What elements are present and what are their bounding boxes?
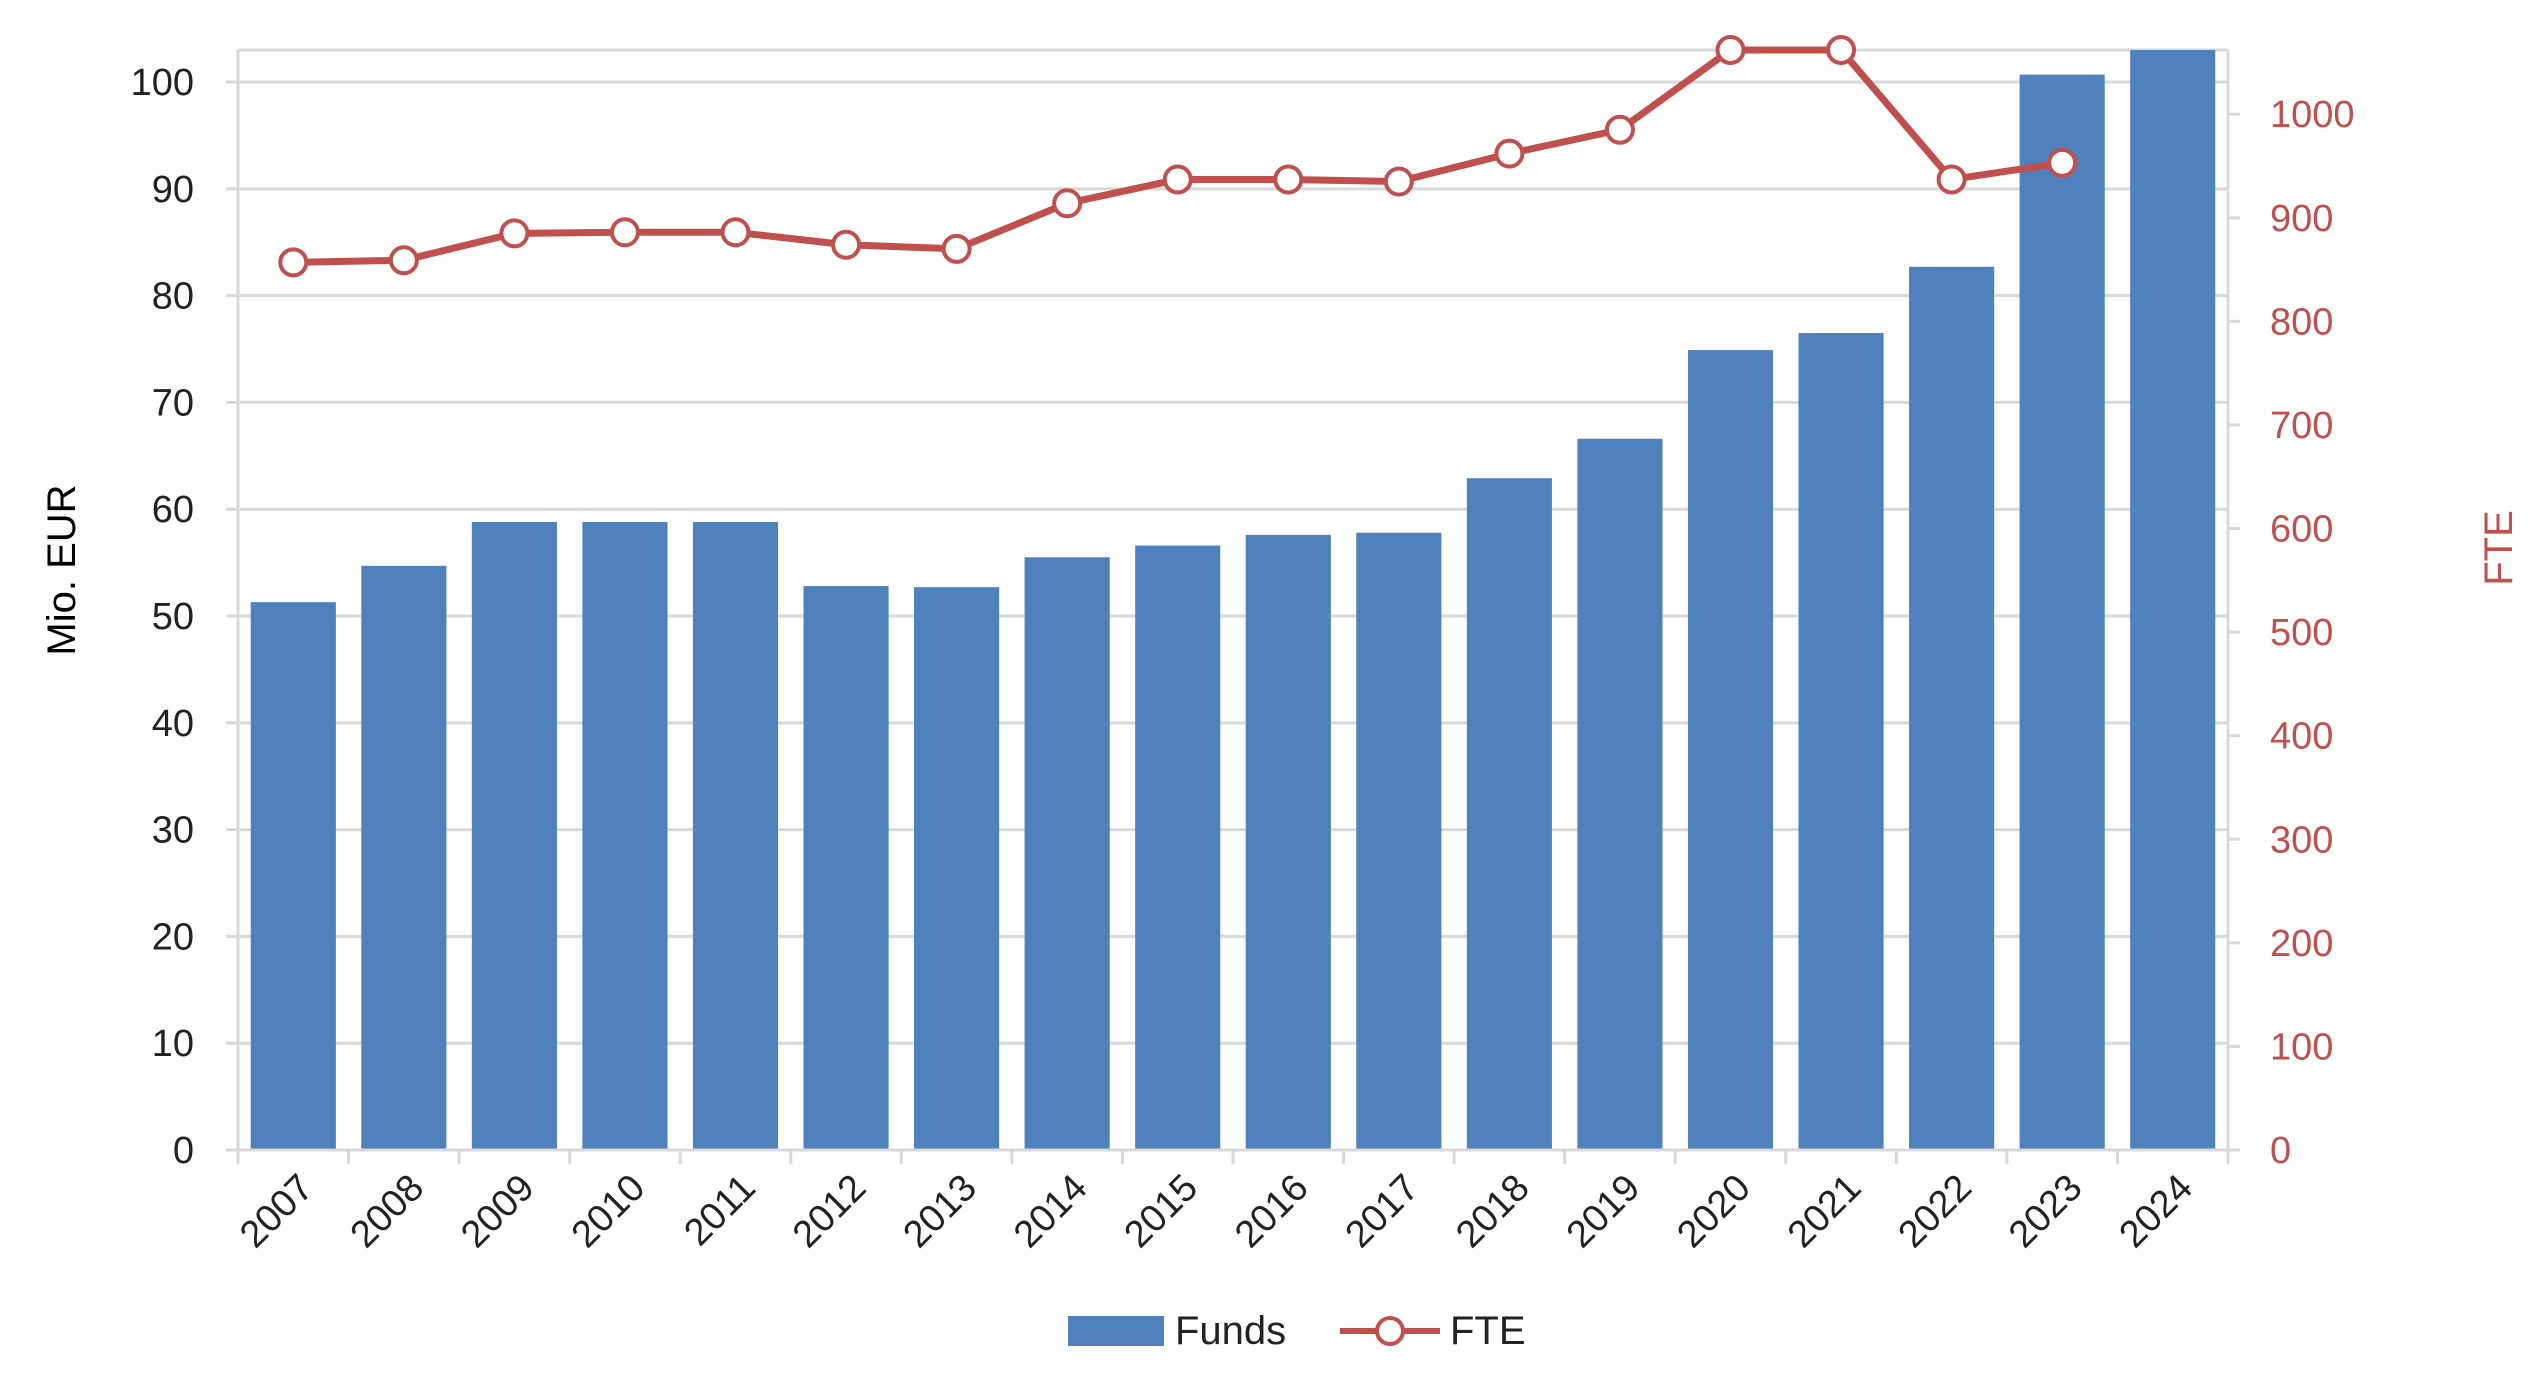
fte-marker-2022 xyxy=(1936,164,1967,195)
fte-line-series xyxy=(278,35,2078,278)
x-tick-label: 2011 xyxy=(676,1167,763,1254)
bar-funds-2007 xyxy=(250,602,336,1150)
x-tick-label: 2019 xyxy=(1559,1167,1648,1256)
fte-marker-2014 xyxy=(1052,188,1083,219)
x-tick-label: 2010 xyxy=(564,1167,653,1256)
y-tick-label-right: 100 xyxy=(2270,1026,2333,1068)
x-tick-label: 2009 xyxy=(453,1167,542,1256)
y-tick-label-right: 0 xyxy=(2270,1130,2291,1172)
y-tick-label-right: 500 xyxy=(2270,612,2333,654)
legend-fte-label: FTE xyxy=(1450,1309,1526,1353)
y-tick-label-left: 40 xyxy=(152,703,194,745)
bar-funds-2018 xyxy=(1466,478,1552,1150)
bar-funds-2008 xyxy=(361,565,447,1150)
fte-marker-2012 xyxy=(831,229,862,260)
axes xyxy=(226,50,2240,1164)
bar-funds-2012 xyxy=(803,586,889,1150)
x-tick-label: 2022 xyxy=(1890,1167,1979,1256)
fte-marker-2017 xyxy=(1383,166,1414,197)
x-tick-label: 2008 xyxy=(343,1167,432,1256)
legend-funds-label: Funds xyxy=(1175,1309,1286,1353)
y-tick-label-right: 400 xyxy=(2270,716,2333,758)
x-tick-label: 2020 xyxy=(1669,1167,1758,1256)
fte-marker-2021 xyxy=(1826,35,1857,65)
x-tick-label: 2023 xyxy=(2001,1167,2090,1256)
bar-funds-2016 xyxy=(1245,534,1331,1150)
x-tick-label: 2013 xyxy=(895,1167,984,1256)
fte-marker-2009 xyxy=(499,218,530,249)
y-tick-label-left: 10 xyxy=(152,1023,194,1065)
bar-funds-2013 xyxy=(914,587,1000,1150)
fte-marker-2020 xyxy=(1715,35,1746,65)
y-tick-label-left: 20 xyxy=(152,916,194,958)
y-tick-label-left: 90 xyxy=(152,169,194,211)
y-tick-label-right: 800 xyxy=(2270,301,2333,343)
x-tick-label: 2012 xyxy=(785,1167,874,1256)
y-tick-label-right: 600 xyxy=(2270,509,2333,551)
fte-marker-2015 xyxy=(1162,164,1193,195)
y-axis-title-right: FTE xyxy=(2477,510,2521,586)
bar-funds-2014 xyxy=(1024,557,1110,1150)
y-tick-label-left: 100 xyxy=(131,62,194,104)
y-tick-label-right: 900 xyxy=(2270,198,2333,240)
bar-funds-2010 xyxy=(582,522,668,1150)
fte-marker-2023 xyxy=(2047,147,2078,178)
x-tick-label: 2007 xyxy=(232,1167,321,1256)
x-tick-label: 2021 xyxy=(1780,1167,1869,1256)
funds-bars xyxy=(250,50,2216,1151)
x-tick-label: 2017 xyxy=(1338,1167,1427,1256)
bar-funds-2020 xyxy=(1687,350,1774,1151)
y-axis-title-left: Mio. EUR xyxy=(40,484,84,655)
x-tick-label: 2014 xyxy=(1006,1167,1095,1256)
fte-marker-2013 xyxy=(941,233,972,264)
legend: Funds FTE xyxy=(1068,1309,1526,1353)
x-tick-label: 2024 xyxy=(2112,1167,2201,1256)
legend-funds-swatch xyxy=(1068,1316,1164,1346)
x-tick-label: 2015 xyxy=(1117,1167,1206,1256)
fte-marker-2016 xyxy=(1273,164,1304,195)
fte-marker-2018 xyxy=(1494,138,1525,169)
legend-fte-marker xyxy=(1375,1316,1405,1346)
bar-funds-2015 xyxy=(1135,545,1221,1150)
y-tick-label-right: 1000 xyxy=(2270,94,2355,136)
y-tick-label-right: 200 xyxy=(2270,923,2333,965)
fte-marker-2010 xyxy=(609,217,640,248)
fte-marker-2007 xyxy=(278,247,309,278)
y-tick-label-left: 50 xyxy=(152,596,194,638)
y-tick-label-left: 0 xyxy=(173,1130,194,1172)
gridlines xyxy=(238,48,2228,1045)
fte-marker-2019 xyxy=(1604,114,1635,145)
fte-marker-2008 xyxy=(388,245,419,276)
y-tick-label-right: 300 xyxy=(2270,819,2333,861)
bar-funds-2021 xyxy=(1798,333,1884,1150)
bar-funds-2019 xyxy=(1577,438,1663,1150)
bar-funds-2009 xyxy=(471,522,557,1150)
fte-marker-2011 xyxy=(720,217,751,248)
y-tick-label-right: 700 xyxy=(2270,405,2333,447)
bar-funds-2011 xyxy=(692,522,779,1150)
x-tick-label: 2016 xyxy=(1227,1167,1316,1256)
y-tick-label-left: 70 xyxy=(152,382,194,424)
bar-funds-2022 xyxy=(1909,266,1995,1150)
y-tick-label-left: 80 xyxy=(152,276,194,318)
bar-funds-2024 xyxy=(2130,50,2216,1150)
y-tick-label-left: 30 xyxy=(152,810,194,852)
bar-funds-2017 xyxy=(1356,532,1442,1150)
x-tick-label: 2018 xyxy=(1448,1167,1537,1256)
y-tick-label-left: 60 xyxy=(152,489,194,531)
bar-funds-2023 xyxy=(2019,74,2105,1150)
